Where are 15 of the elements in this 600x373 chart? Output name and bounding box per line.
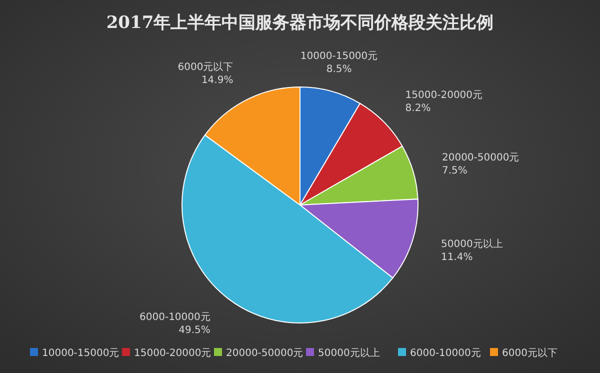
data-label: 49.5% [178, 324, 210, 336]
slice-label: 15000-20000元 [405, 90, 483, 102]
chart-title: 2017年上半年中国服务器市场不同价格段关注比例 [106, 13, 494, 33]
slice-label: 50000元以上 [441, 238, 503, 250]
data-label: 8.2% [405, 103, 431, 114]
slice-label: 20000-50000元 [442, 152, 520, 164]
data-label: 14.9% [201, 74, 234, 86]
slice-label: 6000元以下 [178, 60, 234, 73]
data-label: 7.5% [442, 165, 468, 176]
slice-label: 10000-15000元 [300, 51, 378, 62]
data-label: 8.5% [326, 64, 352, 76]
legend-label: 50000元以上 [318, 347, 380, 359]
slice-label: 6000-10000元 [140, 312, 210, 323]
legend-label: 6000元以下 [502, 347, 558, 359]
data-label: 11.4% [441, 252, 473, 263]
